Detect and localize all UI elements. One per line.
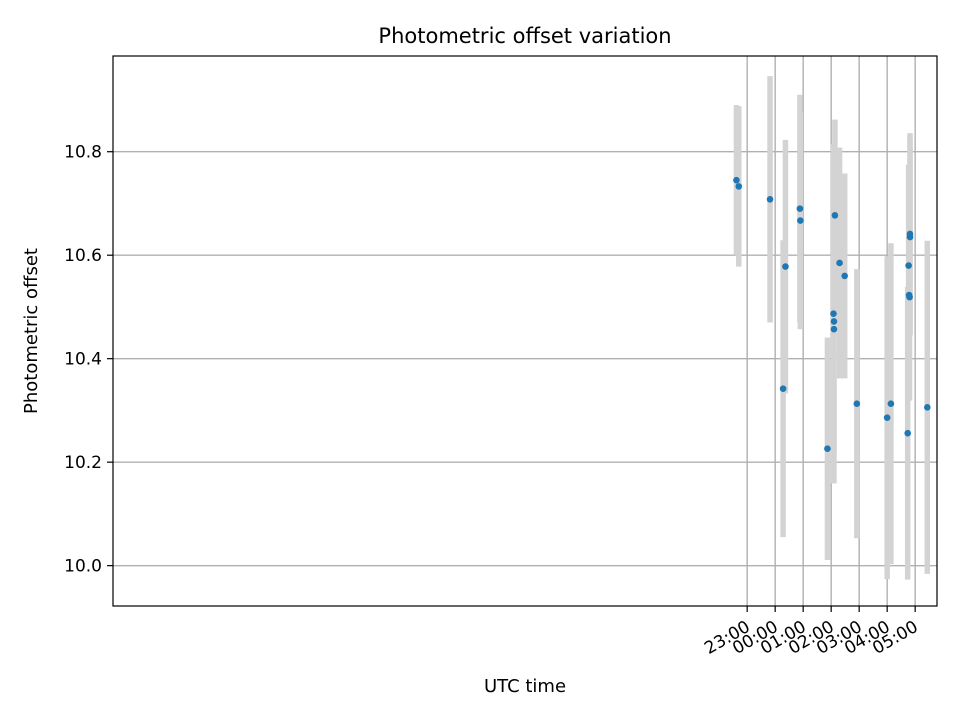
data-point xyxy=(905,262,912,269)
data-point xyxy=(841,272,848,280)
data-point xyxy=(782,263,789,270)
data-point xyxy=(836,259,843,267)
data-point xyxy=(831,212,839,219)
plot-frame xyxy=(112,55,938,607)
data-point xyxy=(796,205,804,212)
data-point xyxy=(779,385,787,392)
y-tick-label: 10.8 xyxy=(64,143,102,163)
y-tick-label: 10.2 xyxy=(64,453,102,473)
x-axis-label: UTC time xyxy=(484,676,566,697)
data-point xyxy=(824,445,831,453)
data-points xyxy=(733,176,931,453)
y-axis-label: Photometric offset xyxy=(21,248,42,414)
data-point xyxy=(733,176,740,184)
data-point xyxy=(830,318,838,325)
data-point xyxy=(887,400,895,407)
data-point xyxy=(830,310,837,317)
y-tick-label: 10.6 xyxy=(64,246,102,266)
y-tick-label: 10.4 xyxy=(64,350,102,370)
chart-title: Photometric offset variation xyxy=(378,24,671,48)
data-point xyxy=(904,429,911,437)
data-point xyxy=(735,183,743,190)
y-ticks: 10.0 10.2 10.4 10.6 10.8 xyxy=(64,143,113,577)
data-point xyxy=(797,217,804,224)
data-point xyxy=(830,325,838,333)
data-point xyxy=(906,230,914,238)
data-point xyxy=(906,293,913,301)
y-tick-label: 10.0 xyxy=(64,557,102,577)
data-point xyxy=(923,404,931,411)
data-point xyxy=(853,400,861,407)
grid xyxy=(113,56,937,606)
data-point xyxy=(883,414,891,421)
data-point xyxy=(766,196,774,203)
